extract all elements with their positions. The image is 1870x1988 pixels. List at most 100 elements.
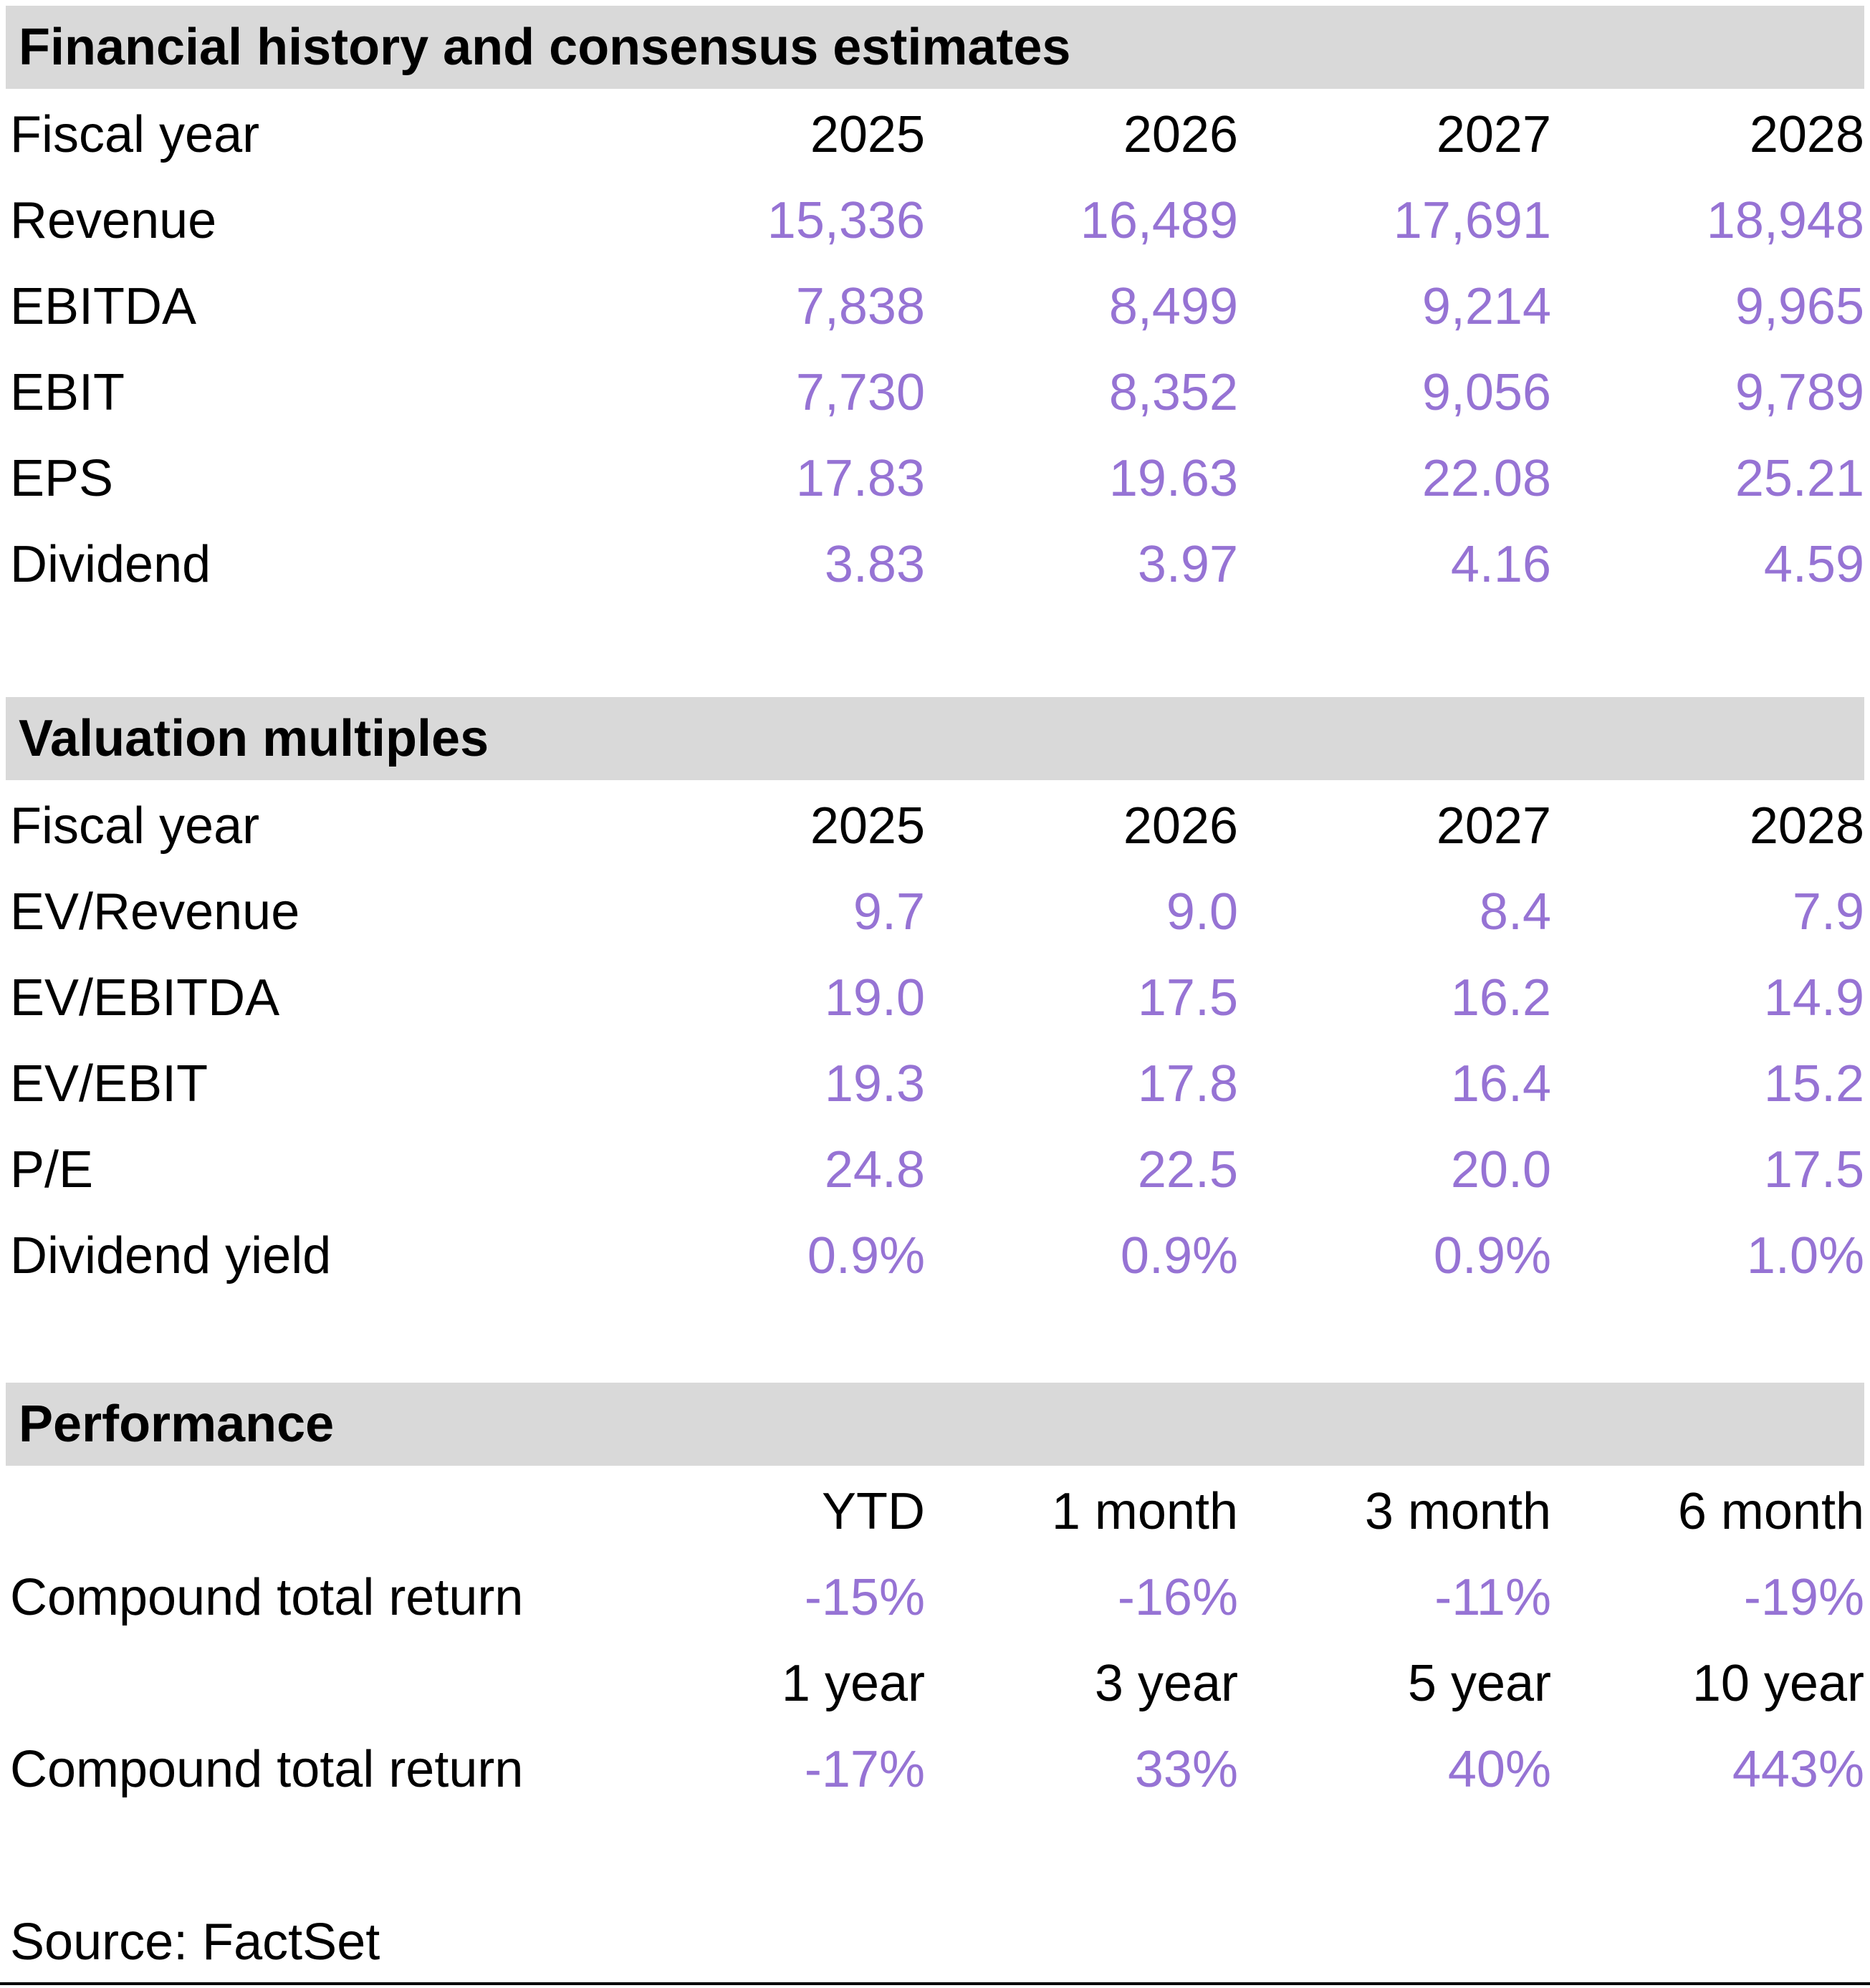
value-cell: 19.63: [1108, 450, 1238, 507]
value-cell: 0.9%: [807, 1227, 925, 1284]
table-row-dividend-yield: Dividend yield 0.9% 0.9% 0.9% 1.0%: [6, 1213, 1864, 1299]
value-cell: 4.59: [1763, 536, 1864, 593]
row-label: Revenue: [10, 192, 217, 249]
value-cell: 15,336: [767, 192, 925, 249]
value-cell: 8.4: [1479, 883, 1551, 941]
table-row-ev-ebit: EV/EBIT 19.3 17.8 16.4 15.2: [6, 1041, 1864, 1127]
value-cell: 19.3: [824, 1055, 925, 1113]
value-cell: 9,965: [1735, 278, 1864, 335]
value-cell: 9,789: [1735, 364, 1864, 421]
period-cell: 3 year: [1094, 1655, 1238, 1712]
year-cell: 2026: [1123, 797, 1238, 855]
value-cell: 7,730: [795, 364, 925, 421]
fiscal-year-label: Fiscal year: [10, 797, 260, 855]
value-cell: -19%: [1743, 1569, 1864, 1626]
value-cell: 16,489: [1080, 192, 1238, 249]
row-label: EPS: [10, 450, 114, 507]
value-cell: 7.9: [1792, 883, 1864, 941]
year-cell: 2027: [1436, 106, 1551, 163]
value-cell: 8,352: [1108, 364, 1238, 421]
value-cell: 9,056: [1421, 364, 1551, 421]
period-cell: 6 month: [1677, 1483, 1864, 1540]
value-cell: 9.7: [853, 883, 925, 941]
table-row-dividend: Dividend 3.83 3.97 4.16 4.59: [6, 522, 1864, 608]
valuation-multiples-table: Fiscal year 2025 2026 2027 2028 EV/Reven…: [6, 783, 1864, 1299]
value-cell: 3.83: [824, 536, 925, 593]
value-cell: 14.9: [1763, 969, 1864, 1027]
value-cell: 443%: [1732, 1741, 1864, 1798]
performance-table: YTD 1 month 3 month 6 month Compound tot…: [6, 1469, 1864, 1812]
fiscal-year-header-row: Fiscal year 2025 2026 2027 2028: [6, 92, 1864, 178]
row-label: EV/EBIT: [10, 1055, 208, 1113]
row-label: EBITDA: [10, 278, 197, 335]
value-cell: -11%: [1434, 1569, 1551, 1626]
value-cell: 33%: [1134, 1741, 1238, 1798]
year-cell: 2025: [810, 106, 925, 163]
period-header-row-short-term: YTD 1 month 3 month 6 month: [6, 1469, 1864, 1555]
year-cell: 2028: [1749, 797, 1864, 855]
row-label: Dividend yield: [10, 1227, 332, 1284]
value-cell: 40%: [1447, 1741, 1551, 1798]
value-cell: 24.8: [824, 1141, 925, 1199]
value-cell: 18,948: [1706, 192, 1864, 249]
value-cell: 17.5: [1763, 1141, 1864, 1199]
table-row-compound-total-return-short-term: Compound total return -15% -16% -11% -19…: [6, 1555, 1864, 1641]
value-cell: 4.16: [1450, 536, 1551, 593]
source-text: Source: FactSet: [10, 1913, 380, 1971]
period-cell: 5 year: [1407, 1655, 1551, 1712]
value-cell: 17,691: [1393, 192, 1551, 249]
table-row-ev-ebitda: EV/EBITDA 19.0 17.5 16.2 14.9: [6, 955, 1864, 1041]
value-cell: 1.0%: [1746, 1227, 1864, 1284]
value-cell: 17.5: [1137, 969, 1238, 1027]
period-cell: 10 year: [1692, 1655, 1864, 1712]
value-cell: 8,499: [1108, 278, 1238, 335]
year-cell: 2028: [1749, 106, 1864, 163]
value-cell: -17%: [804, 1741, 925, 1798]
period-cell: YTD: [822, 1483, 925, 1540]
year-cell: 2026: [1123, 106, 1238, 163]
value-cell: 9,214: [1421, 278, 1551, 335]
row-label: Compound total return: [10, 1569, 524, 1626]
value-cell: 22.08: [1421, 450, 1551, 507]
value-cell: 15.2: [1763, 1055, 1864, 1113]
value-cell: 17.8: [1137, 1055, 1238, 1113]
section-title: Financial history and consensus estimate…: [19, 19, 1071, 76]
row-label: Dividend: [10, 536, 211, 593]
table-row-pe: P/E 24.8 22.5 20.0 17.5: [6, 1127, 1864, 1213]
row-label: EBIT: [10, 364, 125, 421]
year-cell: 2027: [1436, 797, 1551, 855]
value-cell: 19.0: [824, 969, 925, 1027]
value-cell: 22.5: [1137, 1141, 1238, 1199]
row-label: Compound total return: [10, 1741, 524, 1798]
value-cell: 20.0: [1450, 1141, 1551, 1199]
period-header-row-long-term: 1 year 3 year 5 year 10 year: [6, 1641, 1864, 1727]
value-cell: -15%: [804, 1569, 925, 1626]
period-cell: 3 month: [1364, 1483, 1551, 1540]
table-row-compound-total-return-long-term: Compound total return -17% 33% 40% 443%: [6, 1727, 1864, 1812]
value-cell: 25.21: [1735, 450, 1864, 507]
value-cell: 0.9%: [1433, 1227, 1551, 1284]
value-cell: 0.9%: [1120, 1227, 1238, 1284]
section-title: Performance: [19, 1396, 335, 1453]
section-header-valuation-multiples: Valuation multiples: [6, 697, 1864, 780]
value-cell: -16%: [1117, 1569, 1238, 1626]
value-cell: 3.97: [1137, 536, 1238, 593]
row-label: P/E: [10, 1141, 94, 1199]
value-cell: 16.2: [1450, 969, 1551, 1027]
table-row-ev-revenue: EV/Revenue 9.7 9.0 8.4 7.9: [6, 869, 1864, 955]
bottom-divider-rule: [0, 1982, 1870, 1985]
row-label: EV/EBITDA: [10, 969, 280, 1027]
value-cell: 9.0: [1166, 883, 1238, 941]
period-cell: 1 month: [1051, 1483, 1238, 1540]
section-header-financial-history: Financial history and consensus estimate…: [6, 6, 1864, 89]
value-cell: 16.4: [1450, 1055, 1551, 1113]
financial-history-table: Fiscal year 2025 2026 2027 2028 Revenue …: [6, 92, 1864, 608]
value-cell: 17.83: [795, 450, 925, 507]
period-cell: 1 year: [781, 1655, 925, 1712]
table-row-eps: EPS 17.83 19.63 22.08 25.21: [6, 436, 1864, 522]
table-row-ebit: EBIT 7,730 8,352 9,056 9,789: [6, 350, 1864, 436]
year-cell: 2025: [810, 797, 925, 855]
value-cell: 7,838: [795, 278, 925, 335]
section-title: Valuation multiples: [19, 710, 489, 767]
